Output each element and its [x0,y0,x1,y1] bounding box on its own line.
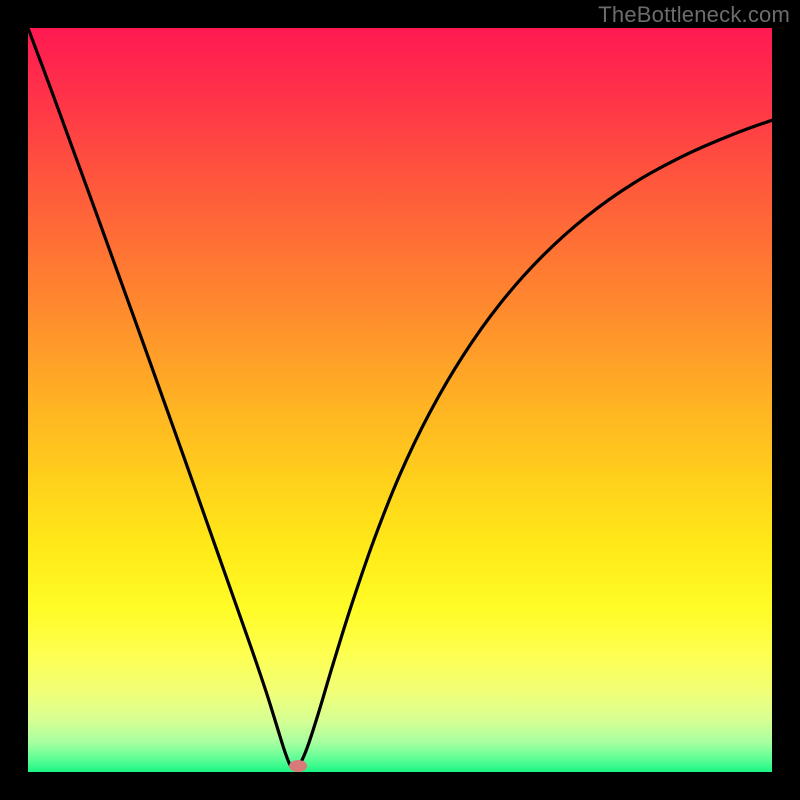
chart-frame: TheBottleneck.com [0,0,800,800]
watermark-text: TheBottleneck.com [598,2,790,28]
apex-marker [289,760,307,772]
plot-area [28,28,772,772]
bottleneck-curve [28,28,772,772]
